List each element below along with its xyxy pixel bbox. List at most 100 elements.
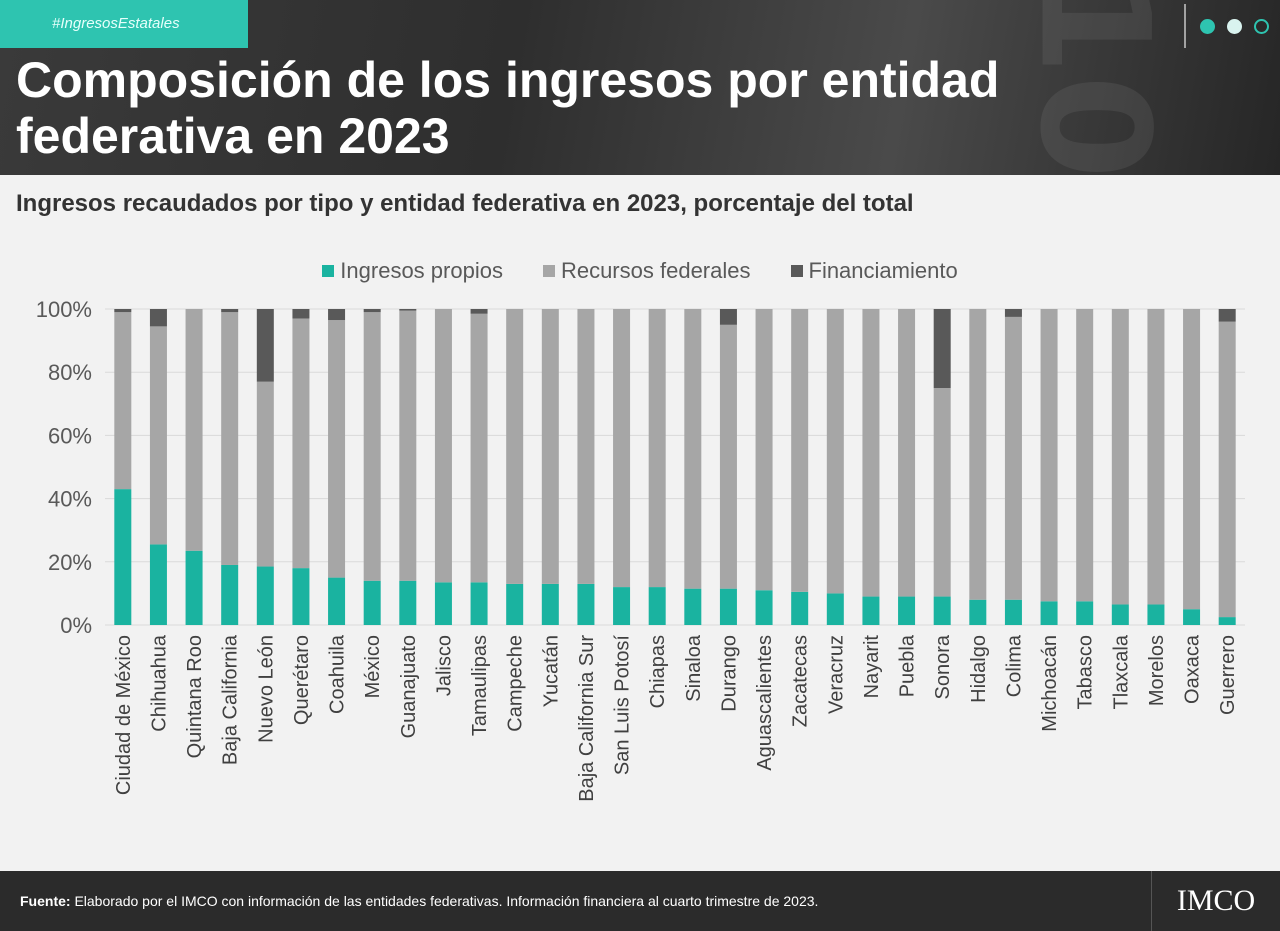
slide-indicator [1184, 4, 1269, 48]
x-tick-label: Oaxaca [1182, 634, 1204, 704]
bar-segment [791, 309, 809, 592]
x-tick-label: Durango [718, 635, 740, 712]
x-tick-label: Veracruz [825, 635, 847, 714]
bar-segment [1218, 309, 1236, 322]
bar-segment [1040, 601, 1058, 625]
bar-segment [363, 312, 381, 581]
bar-segment [399, 580, 417, 625]
legend-swatch-financiamiento [790, 265, 803, 277]
bar-segment [684, 309, 702, 589]
bar-segment [1004, 309, 1022, 317]
x-tick-label: Ciudad de México [113, 635, 135, 795]
x-tick-label: Baja California Sur [576, 635, 598, 802]
bar-segment [1111, 604, 1129, 625]
bar-segment [1183, 309, 1201, 610]
x-tick-label: Sinaloa [683, 634, 705, 702]
indicator-dot-2 [1227, 18, 1242, 34]
bar-segment [1076, 601, 1094, 625]
imco-logo: IMCO [1151, 871, 1280, 931]
bar-segment [470, 313, 488, 583]
bar-segment [221, 309, 239, 313]
bar-segment [185, 309, 203, 551]
bar-segment [969, 599, 987, 625]
legend-item-federales: Recursos federales [542, 258, 751, 284]
bar-segment [898, 596, 916, 625]
bar-segment [434, 582, 452, 625]
bar-segment [791, 591, 809, 625]
x-tick-label: Hidalgo [968, 635, 990, 703]
bar-segment [399, 310, 417, 581]
bar-segment [328, 309, 346, 321]
x-tick-label: Campeche [505, 635, 527, 732]
bar-segment [577, 309, 595, 584]
bar-segment [1040, 309, 1058, 602]
bar-segment [149, 326, 167, 545]
bar-segment [1218, 617, 1236, 625]
bar-segment [114, 309, 132, 313]
x-tick-label: Colima [1003, 634, 1025, 697]
bar-segment [328, 577, 346, 625]
bar-segment [1111, 309, 1129, 605]
x-tick-label: Michoacán [1039, 635, 1061, 732]
y-tick-label: 20% [48, 550, 92, 575]
bar-segment [648, 587, 666, 625]
y-tick-label: 100% [36, 297, 92, 322]
x-tick-label: Coahuila [327, 634, 349, 714]
x-tick-label: Tamaulipas [469, 635, 491, 736]
x-tick-label: Jalisco [433, 635, 455, 696]
x-tick-label: Chihuahua [148, 634, 170, 732]
x-tick-label: Guanajuato [398, 635, 420, 738]
legend-item-propios: Ingresos propios [322, 258, 503, 284]
x-tick-label: Morelos [1146, 635, 1168, 706]
bar-segment [221, 312, 239, 565]
bar-segment [256, 309, 274, 382]
bar-segment [292, 309, 310, 319]
bar-segment [826, 309, 844, 594]
bar-segment [470, 582, 488, 625]
bar-segment [506, 309, 524, 584]
x-tick-label: Zacatecas [790, 635, 812, 727]
x-tick-label: Sonora [932, 634, 954, 699]
bar-segment [684, 588, 702, 625]
legend-label-federales: Recursos federales [560, 258, 751, 283]
y-tick-label: 0% [60, 613, 92, 638]
bar-segment [399, 309, 417, 311]
x-tick-label: San Luis Potosí [612, 635, 634, 776]
bar-segment [1147, 604, 1165, 625]
bar-segment [862, 309, 880, 597]
bar-segment [363, 580, 381, 625]
bar-segment [292, 318, 310, 569]
indicator-dot-1 [1200, 18, 1215, 34]
indicator-dot-3 [1254, 18, 1269, 34]
bar-segment [434, 309, 452, 583]
bar-segment [541, 583, 559, 625]
bar-segment [1004, 599, 1022, 625]
bar-segment [648, 309, 666, 588]
y-tick-label: 60% [48, 423, 92, 448]
footer: Fuente: Elaborado por el IMCO con inform… [0, 871, 1280, 931]
bar-segment [1076, 309, 1094, 602]
bar-segment [933, 309, 951, 388]
x-tick-label: Tlaxcala [1110, 634, 1132, 709]
bar-segment [1183, 609, 1201, 625]
imco-logo-text: IMCO [1176, 884, 1256, 917]
legend-label-financiamiento: Financiamiento [808, 258, 958, 283]
x-tick-label: Chiapas [647, 635, 669, 708]
x-tick-label: Querétaro [291, 635, 313, 725]
x-tick-label: Baja California [220, 634, 242, 765]
bar-segment [1218, 321, 1236, 618]
bar-segment [328, 320, 346, 578]
legend-label-propios: Ingresos propios [340, 258, 503, 283]
bar-segment [114, 489, 132, 625]
bar-segment [577, 583, 595, 625]
bar-segment [862, 596, 880, 625]
y-tick-label: 40% [48, 487, 92, 512]
bar-segment [755, 309, 773, 591]
source-text: Elaborado por el IMCO con información de… [70, 893, 819, 909]
x-tick-label: México [362, 635, 384, 698]
bar-segment [719, 309, 737, 325]
bar-segment [185, 550, 203, 625]
source-label: Fuente: [20, 893, 71, 909]
source-note: Fuente: Elaborado por el IMCO con inform… [20, 893, 818, 909]
bar-segment [719, 588, 737, 625]
